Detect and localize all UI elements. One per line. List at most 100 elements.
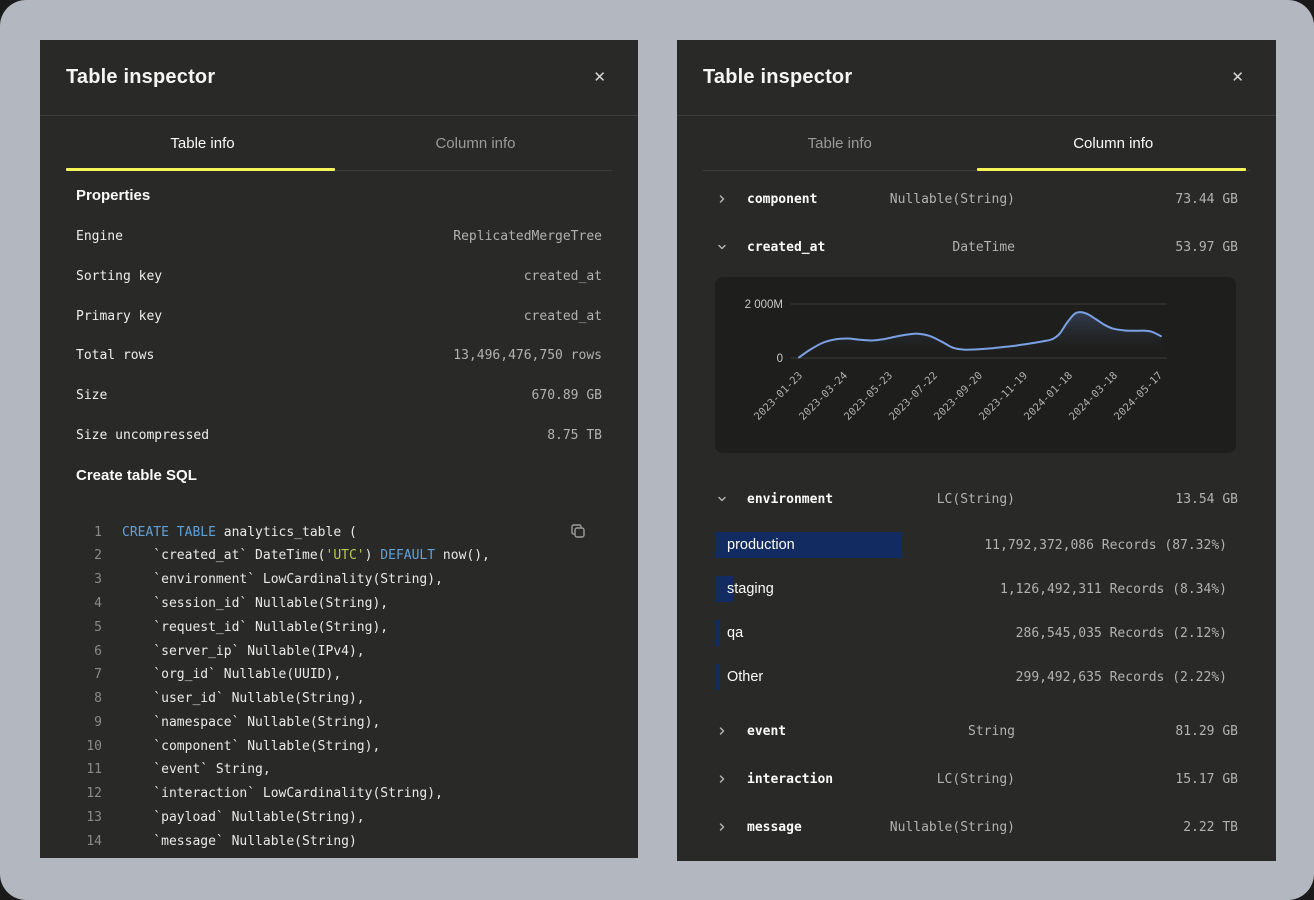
copy-icon[interactable]: [566, 520, 588, 545]
sql-line: 4 `session_id` Nullable(String),: [76, 592, 602, 616]
property-row: Size uncompressed8.75 TB: [76, 415, 602, 455]
table-inspector-dialog-left: Table inspector ✕ Table info Column info…: [40, 40, 638, 858]
column-name: created_at: [747, 240, 825, 255]
close-icon[interactable]: ✕: [1225, 66, 1250, 89]
sql-line: 15) ENGINE = ReplicatedMergeTree('/click…: [76, 853, 602, 858]
sql-token: `namespace` Nullable(String),: [122, 715, 380, 730]
value-label: qa: [727, 625, 743, 641]
screen: Table inspector ✕ Table info Column info…: [0, 0, 1314, 900]
column-size: 81.29 GB: [1015, 724, 1238, 739]
value-bar: [715, 620, 720, 646]
property-value: 670.89 GB: [532, 388, 602, 403]
value-records: 286,545,035 Records (2.12%): [1016, 626, 1238, 641]
sql-code-block: 1 CREATE TABLE analytics_table ( 2 `create…: [76, 520, 602, 858]
tab-table-info[interactable]: Table info: [703, 116, 977, 170]
create-table-sql-heading: Create table SQL: [76, 465, 602, 487]
value-records: 1,126,492,311 Records (8.34%): [1000, 582, 1238, 597]
sql-lines: 1 CREATE TABLE analytics_table ( 2 `create…: [76, 520, 602, 858]
column-name: component: [747, 192, 817, 207]
sql-line: 1 CREATE TABLE analytics_table (: [76, 520, 602, 544]
sql-token: `created_at` DateTime(: [122, 548, 326, 563]
column-size: 73.44 GB: [1015, 192, 1238, 207]
dialog-header: Table inspector ✕: [40, 40, 638, 116]
sql-token: `environment` LowCardinality(String),: [122, 572, 443, 587]
sql-line-number: 14: [76, 834, 102, 849]
property-value: 13,496,476,750 rows: [453, 348, 602, 363]
property-label: Total rows: [76, 348, 154, 363]
sql-line: 7 `org_id` Nullable(UUID),: [76, 663, 602, 687]
sql-line-number: 12: [76, 786, 102, 801]
value-label: Other: [727, 669, 763, 685]
svg-text:2 000M: 2 000M: [745, 299, 783, 311]
sql-line: 10 `component` Nullable(String),: [76, 734, 602, 758]
tab-column-info[interactable]: Column info: [977, 116, 1251, 170]
sql-line: 2 `created_at` DateTime('UTC') DEFAULT n…: [76, 544, 602, 568]
column-type: DateTime: [825, 240, 1015, 255]
sql-line: 8 `user_id` Nullable(String),: [76, 687, 602, 711]
column-name: event: [747, 724, 786, 739]
svg-text:0: 0: [777, 353, 783, 365]
column-name: interaction: [747, 772, 833, 787]
column-row-created_at[interactable]: created_atDateTime53.97 GB: [715, 223, 1238, 271]
column-name: environment: [747, 492, 833, 507]
sql-line-number: 8: [76, 691, 102, 706]
column-row-environment[interactable]: environmentLC(String)13.54 GB: [715, 475, 1238, 523]
tab-column-info[interactable]: Column info: [339, 116, 612, 170]
value-row-qa: qa 286,545,035 Records (2.12%): [715, 611, 1238, 655]
sql-line-number: 1: [76, 525, 102, 540]
column-name: message: [747, 820, 802, 835]
property-row: Sorting keycreated_at: [76, 257, 602, 297]
property-value: created_at: [524, 269, 602, 284]
tab-table-info[interactable]: Table info: [66, 116, 339, 170]
property-value: ReplicatedMergeTree: [453, 229, 602, 244]
column-row-message[interactable]: messageNullable(String)2.22 TB: [715, 803, 1238, 851]
value-label: production: [727, 537, 795, 553]
close-icon[interactable]: ✕: [587, 66, 612, 89]
chevron-right-icon: [715, 724, 747, 738]
chevron-right-icon: [715, 820, 747, 834]
sql-line-number: 9: [76, 715, 102, 730]
sql-token: `component` Nullable(String),: [122, 739, 380, 754]
column-size: 13.54 GB: [1015, 492, 1238, 507]
value-row-production: production 11,792,372,086 Records (87.32%…: [715, 523, 1238, 567]
sql-token: now(),: [435, 548, 490, 563]
column-type: Nullable(String): [802, 820, 1015, 835]
property-value: created_at: [524, 309, 602, 324]
value-bar: [715, 664, 720, 690]
tab-bar: Table info Column info: [703, 116, 1250, 171]
property-label: Size: [76, 388, 107, 403]
sql-line-number: 6: [76, 644, 102, 659]
column-row-component[interactable]: componentNullable(String)73.44 GB: [715, 175, 1238, 223]
value-row-staging: staging1,126,492,311 Records (8.34%): [715, 567, 1238, 611]
sql-line-number: 2: [76, 548, 102, 563]
sql-token: CREATE TABLE: [122, 525, 216, 540]
sql-token: `session_id` Nullable(String),: [122, 596, 388, 611]
tab-bar: Table info Column info: [66, 116, 612, 171]
sql-token: 'UTC': [326, 548, 365, 563]
dialog-header: Table inspector ✕: [677, 40, 1276, 116]
table-inspector-dialog-right: Table inspector ✕ Table info Column info…: [677, 40, 1276, 861]
sql-token: `event` String,: [122, 762, 271, 777]
column-size: 2.22 TB: [1015, 820, 1238, 835]
sql-token: `user_id` Nullable(String),: [122, 691, 365, 706]
sql-token: `request_id` Nullable(String),: [122, 620, 388, 635]
created-at-distribution-chart: 2 000M02023-01-232023-03-242023-05-23202…: [715, 277, 1236, 453]
sql-line-number: 11: [76, 762, 102, 777]
sql-token: `message` Nullable(String): [122, 834, 357, 849]
sql-token: analytics_table (: [216, 525, 357, 540]
sql-line-number: 10: [76, 739, 102, 754]
value-records: 11,792,372,086 Records (87.32%): [984, 538, 1238, 553]
sql-line: 5 `request_id` Nullable(String),: [76, 615, 602, 639]
sql-line: 9 `namespace` Nullable(String),: [76, 711, 602, 735]
property-label: Primary key: [76, 309, 162, 324]
column-row-event[interactable]: eventString81.29 GB: [715, 707, 1238, 755]
table-info-content: Properties EngineReplicatedMergeTreeSort…: [40, 185, 638, 858]
property-row: Primary key created_at: [76, 296, 602, 336]
column-type: Nullable(String): [817, 192, 1015, 207]
sql-line-number: 13: [76, 810, 102, 825]
column-row-interaction[interactable]: interactionLC(String)15.17 GB: [715, 755, 1238, 803]
column-type: LC(String): [833, 772, 1015, 787]
chevron-right-icon: [715, 772, 747, 786]
properties-list: EngineReplicatedMergeTreeSorting keycrea…: [76, 217, 602, 455]
dialog-title: Table inspector: [703, 66, 852, 89]
